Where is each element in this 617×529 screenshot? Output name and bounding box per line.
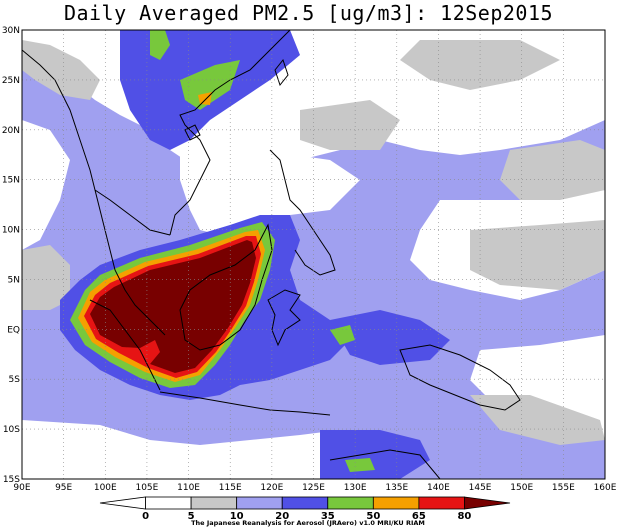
- lon-label: 110E: [177, 483, 200, 493]
- lat-label: 5N: [8, 275, 20, 285]
- coastline-australia: [329, 449, 441, 479]
- coastline-borneo: [179, 223, 273, 351]
- lon-label: 95E: [55, 483, 72, 493]
- field-white-west: [22, 120, 70, 250]
- lat-label: 10S: [3, 425, 20, 435]
- credit-text: The Japanese Reanalysis for Aerosol (JRA…: [191, 519, 425, 527]
- lat-label: 10N: [2, 226, 20, 236]
- coastline-sulawesi: [267, 289, 301, 347]
- lon-label: 90E: [13, 483, 30, 493]
- colorbar-swatch: [145, 496, 192, 510]
- lat-label: 30N: [2, 26, 20, 36]
- colorbar-label: 5: [188, 511, 195, 522]
- field-green-south: [345, 458, 375, 472]
- lon-label: 150E: [510, 483, 533, 493]
- lon-label: 105E: [135, 483, 158, 493]
- colorbar-swatch: [281, 496, 329, 510]
- colorbar-swatch: [327, 496, 374, 510]
- colorbar-label: 10: [230, 511, 244, 522]
- coastline-philippines: [269, 149, 336, 276]
- map-frame: [21, 29, 606, 480]
- lat-label: 5S: [9, 375, 21, 385]
- field-white-southwest: [22, 420, 340, 479]
- field-blue-east: [330, 310, 450, 365]
- lon-label: 135E: [385, 483, 408, 493]
- lon-label: 140E: [427, 483, 450, 493]
- lat-label: 25N: [2, 76, 20, 86]
- lon-label: 100E: [94, 483, 117, 493]
- field-green-east: [330, 325, 355, 345]
- coastline-sumatra: [89, 299, 161, 391]
- lat-label: 20N: [2, 126, 20, 136]
- colorbar-swatch: [464, 496, 511, 510]
- field-gray-west: [22, 245, 70, 310]
- lon-label: 160E: [594, 483, 617, 493]
- field-gray-east2: [470, 220, 605, 290]
- lon-label: 115E: [219, 483, 242, 493]
- lat-label: 15S: [3, 475, 20, 485]
- map-title: Daily Averaged PM2.5 [ug/m3]: 12Sep2015: [63, 1, 554, 25]
- field-white-central: [180, 150, 360, 235]
- field-gray-ne: [300, 100, 400, 150]
- lat-label: 15N: [2, 176, 20, 186]
- field-orange-north: [198, 92, 212, 105]
- lon-label: 120E: [260, 483, 283, 493]
- colorbar-label: 0: [142, 511, 149, 522]
- colorbar-label: 65: [412, 511, 426, 522]
- lon-label: 130E: [344, 483, 367, 493]
- latitude-labels: 30N 25N 20N 15N 10N 5N EQ 5S 10S 15S: [2, 26, 20, 485]
- longitude-labels: 90E 95E 100E 105E 110E 115E 120E 125E 130E 135E 14…: [13, 483, 616, 493]
- field-gray-east: [500, 140, 605, 200]
- coastline-newguinea: [399, 344, 521, 411]
- field-gray-south: [470, 395, 605, 445]
- colorbar-swatch: [418, 496, 465, 510]
- coastline-mainland: [22, 30, 291, 336]
- field-gray-nw: [22, 40, 100, 100]
- field-green-north2: [180, 60, 240, 110]
- field-green-north: [150, 30, 170, 60]
- colorbar-swatch: [99, 496, 146, 510]
- colorbar-label: 35: [321, 511, 335, 522]
- colorbar-label: 20: [275, 511, 289, 522]
- colorbar-label: 80: [457, 511, 471, 522]
- colorbar: 0 5 10 20 35 50 65 80: [99, 496, 511, 522]
- colorbar-swatch: [372, 496, 420, 510]
- coastlines: [22, 30, 521, 479]
- coastline-java: [159, 391, 331, 416]
- lon-label: 125E: [302, 483, 325, 493]
- lat-label: EQ: [7, 325, 20, 335]
- coastline-hainan: [184, 124, 201, 141]
- colorbar-label: 50: [366, 511, 380, 522]
- colorbar-swatch: [190, 496, 238, 510]
- graticule: [22, 30, 605, 479]
- colorbar-swatch: [236, 496, 283, 510]
- lon-label: 145E: [469, 483, 492, 493]
- field-blue-south: [320, 430, 430, 479]
- field-gray-north: [400, 40, 560, 90]
- lon-label: 155E: [552, 483, 575, 493]
